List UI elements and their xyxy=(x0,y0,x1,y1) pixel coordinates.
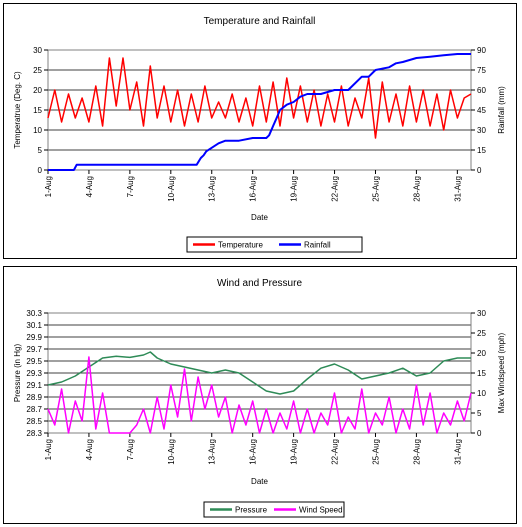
top-title: Temperature and Rainfall xyxy=(204,16,316,27)
x-tick-label: 7-Aug xyxy=(126,176,135,197)
y2-tick-label: 30 xyxy=(477,309,486,318)
x-tick-label: 22-Aug xyxy=(331,176,340,202)
x-tick-label: 19-Aug xyxy=(290,176,299,202)
temperature-rainfall-chart: Temperature and Rainfall 0 5 10 15 20 25 30 0 15 3… xyxy=(13,16,506,253)
x-tick-label: 1-Aug xyxy=(44,439,53,460)
bottom-title: Wind and Pressure xyxy=(217,278,302,289)
y2-tick-label: 30 xyxy=(477,126,486,135)
y2-tick-label: 75 xyxy=(477,66,486,75)
y2-tick-label: 5 xyxy=(477,409,482,418)
x-tick-label: 25-Aug xyxy=(371,176,380,202)
pressure-series-line xyxy=(47,351,471,395)
x-tick-label: 10-Aug xyxy=(167,439,176,465)
y-tick-label: 0 xyxy=(38,166,43,175)
y-tick-label: 25 xyxy=(33,66,42,75)
x-tick-label: 31-Aug xyxy=(453,439,462,465)
y-tick-label: 30.1 xyxy=(26,321,42,330)
x-tick-label: 28-Aug xyxy=(412,176,421,202)
x-tick-label: 19-Aug xyxy=(290,439,299,465)
y-tick-label: 30 xyxy=(33,46,42,55)
y-tick-label: 29.1 xyxy=(26,381,42,390)
y-tick-label: 29.9 xyxy=(26,333,42,342)
wind-speed-series-line xyxy=(47,356,472,434)
x-tick-label: 28-Aug xyxy=(412,439,421,465)
y-tick-label: 28.7 xyxy=(26,405,42,414)
y2-tick-label: 15 xyxy=(477,369,486,378)
x-tick-label: 16-Aug xyxy=(249,439,258,465)
x-tick-label: 7-Aug xyxy=(126,439,135,460)
y-tick-label: 29.7 xyxy=(26,345,42,354)
legend-label: Wind Speed xyxy=(299,506,343,515)
y-tick-label: 5 xyxy=(38,146,43,155)
x-tick-label: 16-Aug xyxy=(249,176,258,202)
y2-tick-label: 20 xyxy=(477,349,486,358)
y2-axis-label: Max Windspeed (mph) xyxy=(497,332,506,413)
rainfall-series-line xyxy=(48,53,471,171)
y-tick-label: 15 xyxy=(33,106,42,115)
x-tick-label: 25-Aug xyxy=(371,439,380,465)
wind-pressure-chart: Wind and Pressure 28.3 28.5 28.7 28.9 29.1 29.… xyxy=(13,278,506,518)
y2-tick-label: 0 xyxy=(477,166,482,175)
y-tick-label: 30.3 xyxy=(26,309,42,318)
y-axis-label: Pressure (in Hg) xyxy=(13,344,22,403)
y2-tick-label: 25 xyxy=(477,329,486,338)
temperature-series-line xyxy=(47,57,472,139)
x-tick-label: 13-Aug xyxy=(208,439,217,465)
x-axis-label: Date xyxy=(251,213,268,222)
y-tick-label: 29.3 xyxy=(26,369,42,378)
y-tick-label: 20 xyxy=(33,86,42,95)
y2-tick-label: 45 xyxy=(477,106,486,115)
y-tick-label: 29.5 xyxy=(26,357,42,366)
y2-tick-label: 15 xyxy=(477,146,486,155)
y-tick-label: 28.3 xyxy=(26,429,42,438)
x-tick-label: 4-Aug xyxy=(85,439,94,460)
y2-axis-label: Rainfall (mm) xyxy=(497,86,506,134)
y-tick-label: 28.9 xyxy=(26,393,42,402)
x-tick-label: 4-Aug xyxy=(85,176,94,197)
y2-tick-label: 10 xyxy=(477,389,486,398)
x-tick-label: 13-Aug xyxy=(208,176,217,202)
x-tick-label: 31-Aug xyxy=(453,176,462,202)
legend-label: Rainfall xyxy=(304,241,331,250)
y2-tick-label: 0 xyxy=(477,429,482,438)
x-tick-label: 10-Aug xyxy=(167,176,176,202)
y2-tick-label: 60 xyxy=(477,86,486,95)
legend-box xyxy=(186,236,363,253)
y-tick-label: 10 xyxy=(33,126,42,135)
y-axis-label: Temperatrue (Deg. C) xyxy=(13,71,22,149)
x-tick-label: 1-Aug xyxy=(44,176,53,197)
y2-tick-label: 90 xyxy=(477,46,486,55)
wind-pressure-chart-panel: Wind and Pressure 28.3 28.5 28.7 28.9 29.1 29.… xyxy=(3,266,517,524)
x-axis-label: Date xyxy=(251,477,268,486)
legend-label: Temperature xyxy=(218,241,263,250)
y-tick-label: 28.5 xyxy=(26,417,42,426)
legend-label: Pressure xyxy=(235,506,268,515)
x-tick-label: 22-Aug xyxy=(331,439,340,465)
temperature-rainfall-chart-panel: Temperature and Rainfall 0 5 10 15 20 25 30 0 15 3… xyxy=(3,3,517,259)
